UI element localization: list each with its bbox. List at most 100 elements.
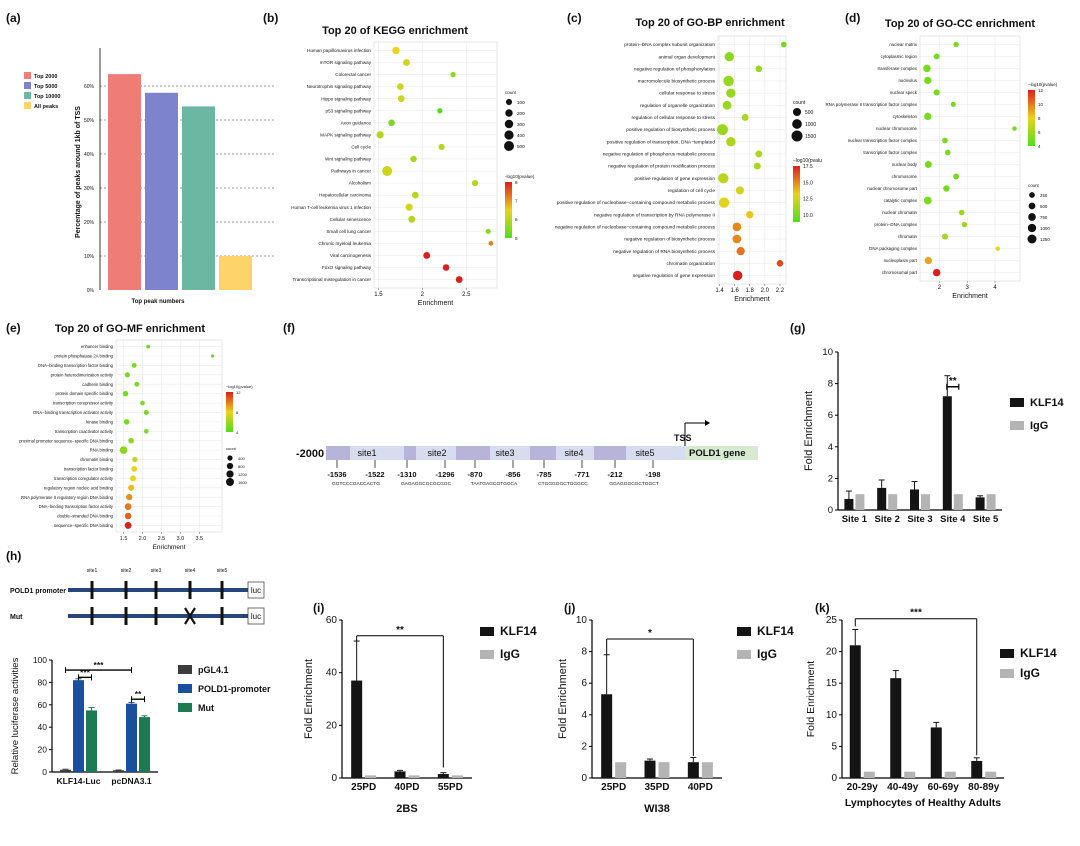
- y-tick-label: 4: [828, 442, 833, 453]
- term-label: nuclear transcription factor complex: [848, 138, 918, 143]
- site-left-coord: -785: [536, 470, 551, 479]
- term-label: chromosomal part: [882, 270, 918, 275]
- y-tick-label: 2: [581, 741, 587, 752]
- term-label: transcription coregulator activity: [54, 476, 114, 481]
- site-right-coord: -856: [505, 470, 520, 479]
- x-axis-label: Lymphocytes of Healthy Adults: [845, 797, 1001, 809]
- dot: [437, 108, 443, 114]
- term-label: Alcoholism: [349, 181, 371, 186]
- legend-label: IgG: [757, 647, 777, 661]
- site-mark: [90, 581, 94, 599]
- y-tick-label: 20: [38, 745, 48, 755]
- chart-j: 0 2 4 6 8 10 Fold Enrichment WI38 25PD 35PD 40PD KL…: [557, 615, 794, 815]
- x-axis-label: Enrichment: [952, 293, 987, 300]
- panel-label-j: (j): [564, 601, 575, 615]
- x-tick-label: 3: [966, 285, 970, 291]
- construct-site-label: site4: [185, 568, 196, 574]
- bar-pold1-promoter: [126, 703, 137, 772]
- chart-i: 0 20 40 60 Fold Enrichment 2BS 25PD 40PD 55PD KLF…: [303, 615, 537, 815]
- y-tick-label: 20: [826, 647, 838, 658]
- dot: [735, 186, 744, 195]
- term-label: Pathways in cancer: [331, 169, 371, 174]
- legend-label: Top 5000: [34, 84, 57, 90]
- size-legend-title: count: [793, 100, 806, 106]
- bar-igg: [888, 494, 898, 510]
- bracket-pgl-vs-promoter-label: ***: [94, 660, 105, 670]
- bar-mut: [86, 710, 97, 772]
- legend-swatch: [24, 82, 31, 89]
- tss-arrow-head: [705, 420, 710, 426]
- term-label: DNA−binding transcription activator acti…: [33, 410, 114, 415]
- legend-label: All peaks: [34, 104, 58, 110]
- term-label: RNA binding: [90, 448, 114, 453]
- dot: [995, 246, 1001, 251]
- legend-swatch: [178, 703, 192, 712]
- y-axis-label: Fold Enrichment: [557, 659, 569, 739]
- legend-label: KLF14: [1030, 397, 1065, 409]
- site-sequence: TAATGAGCGTGGCA: [471, 481, 518, 487]
- dot: [128, 484, 135, 491]
- y-tick-label: 40: [38, 722, 48, 732]
- dot: [423, 252, 431, 259]
- site-left-coord: -1536: [327, 470, 346, 479]
- dot: [450, 71, 456, 78]
- luc-box: [247, 581, 265, 599]
- dot: [119, 446, 128, 454]
- term-label: regulation of cell cycle: [668, 188, 716, 194]
- x-tick-label: 1.8: [746, 288, 755, 294]
- panel-label-f: (f): [283, 321, 295, 335]
- dot: [741, 114, 749, 121]
- size-legend-label: 500: [805, 110, 814, 116]
- color-legend-label: 6: [515, 217, 518, 222]
- chart-title-e: Top 20 of GO-MF enrichment: [55, 323, 205, 335]
- size-legend-dot: [792, 119, 802, 129]
- bar-igg: [921, 494, 930, 510]
- legend-label: KLF14: [757, 624, 794, 638]
- y-tick-label: 0: [828, 505, 833, 516]
- term-label: Cellular senescence: [330, 217, 372, 222]
- size-legend-title: count: [505, 90, 517, 95]
- site-sequence: CTGGGGGCTGGGCC: [538, 481, 588, 487]
- size-legend-dot: [226, 462, 234, 470]
- dot: [1012, 126, 1017, 131]
- dot: [122, 390, 129, 397]
- size-legend-label: 100: [517, 100, 525, 105]
- y-tick-label: 0: [331, 773, 337, 784]
- y-tick-label: 60%: [84, 84, 95, 90]
- x-tick-label: 4: [993, 285, 997, 291]
- term-label: DNA packaging complex: [869, 246, 918, 251]
- plot-area: [717, 35, 787, 285]
- color-bar: [1028, 90, 1035, 146]
- site-right-coord: -1296: [435, 470, 454, 479]
- dot: [753, 162, 761, 170]
- size-legend-dot: [1029, 192, 1035, 198]
- dot: [732, 222, 742, 232]
- x-tick-label: Site 5: [973, 514, 999, 525]
- size-legend-label: 250: [1040, 193, 1048, 198]
- y-tick-label: 0: [42, 767, 47, 777]
- bar-klf14: [394, 771, 406, 778]
- dot: [411, 191, 419, 199]
- color-legend-label: 12: [1038, 88, 1043, 93]
- term-label: positive regulation of gene expression: [634, 176, 715, 182]
- x-axis-label: Enrichment: [153, 544, 186, 551]
- bar-0: [108, 74, 141, 290]
- legend-swatch: [24, 102, 31, 109]
- x-tick-label: 25PD: [351, 782, 376, 793]
- dot: [924, 161, 932, 168]
- legend-label: KLF14: [500, 624, 537, 638]
- legend-label: IgG: [1030, 420, 1048, 432]
- site-label-5: site5: [635, 448, 654, 458]
- bar-1: [145, 92, 178, 290]
- term-label: Cell cycle: [351, 145, 371, 150]
- luc-label: luc: [251, 612, 261, 621]
- size-legend-dot: [227, 455, 233, 461]
- bar-2: [182, 106, 215, 291]
- legend-label: Mut: [198, 703, 214, 713]
- construct-label: POLD1 promoter: [10, 588, 66, 595]
- x-tick-label: Site 2: [875, 514, 900, 525]
- site-sequence: GAGAGGCGCGCGGC: [401, 481, 452, 487]
- term-label: proximal promoter sequence−specific DNA …: [19, 438, 114, 443]
- dot: [485, 228, 491, 234]
- construct-site-label: site5: [217, 568, 228, 574]
